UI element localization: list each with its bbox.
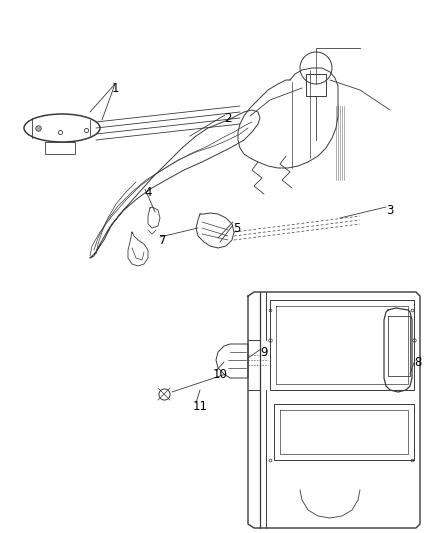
Text: 9: 9 (260, 345, 268, 359)
Bar (306, 74, 326, 96)
Text: 8: 8 (414, 356, 422, 368)
Text: 10: 10 (212, 367, 227, 381)
Text: 11: 11 (192, 400, 208, 413)
Text: 3: 3 (386, 204, 394, 216)
Text: 2: 2 (224, 111, 232, 125)
Text: 1: 1 (111, 82, 119, 94)
Text: 4: 4 (144, 185, 152, 198)
Text: 7: 7 (159, 233, 167, 246)
Text: 5: 5 (233, 222, 241, 235)
